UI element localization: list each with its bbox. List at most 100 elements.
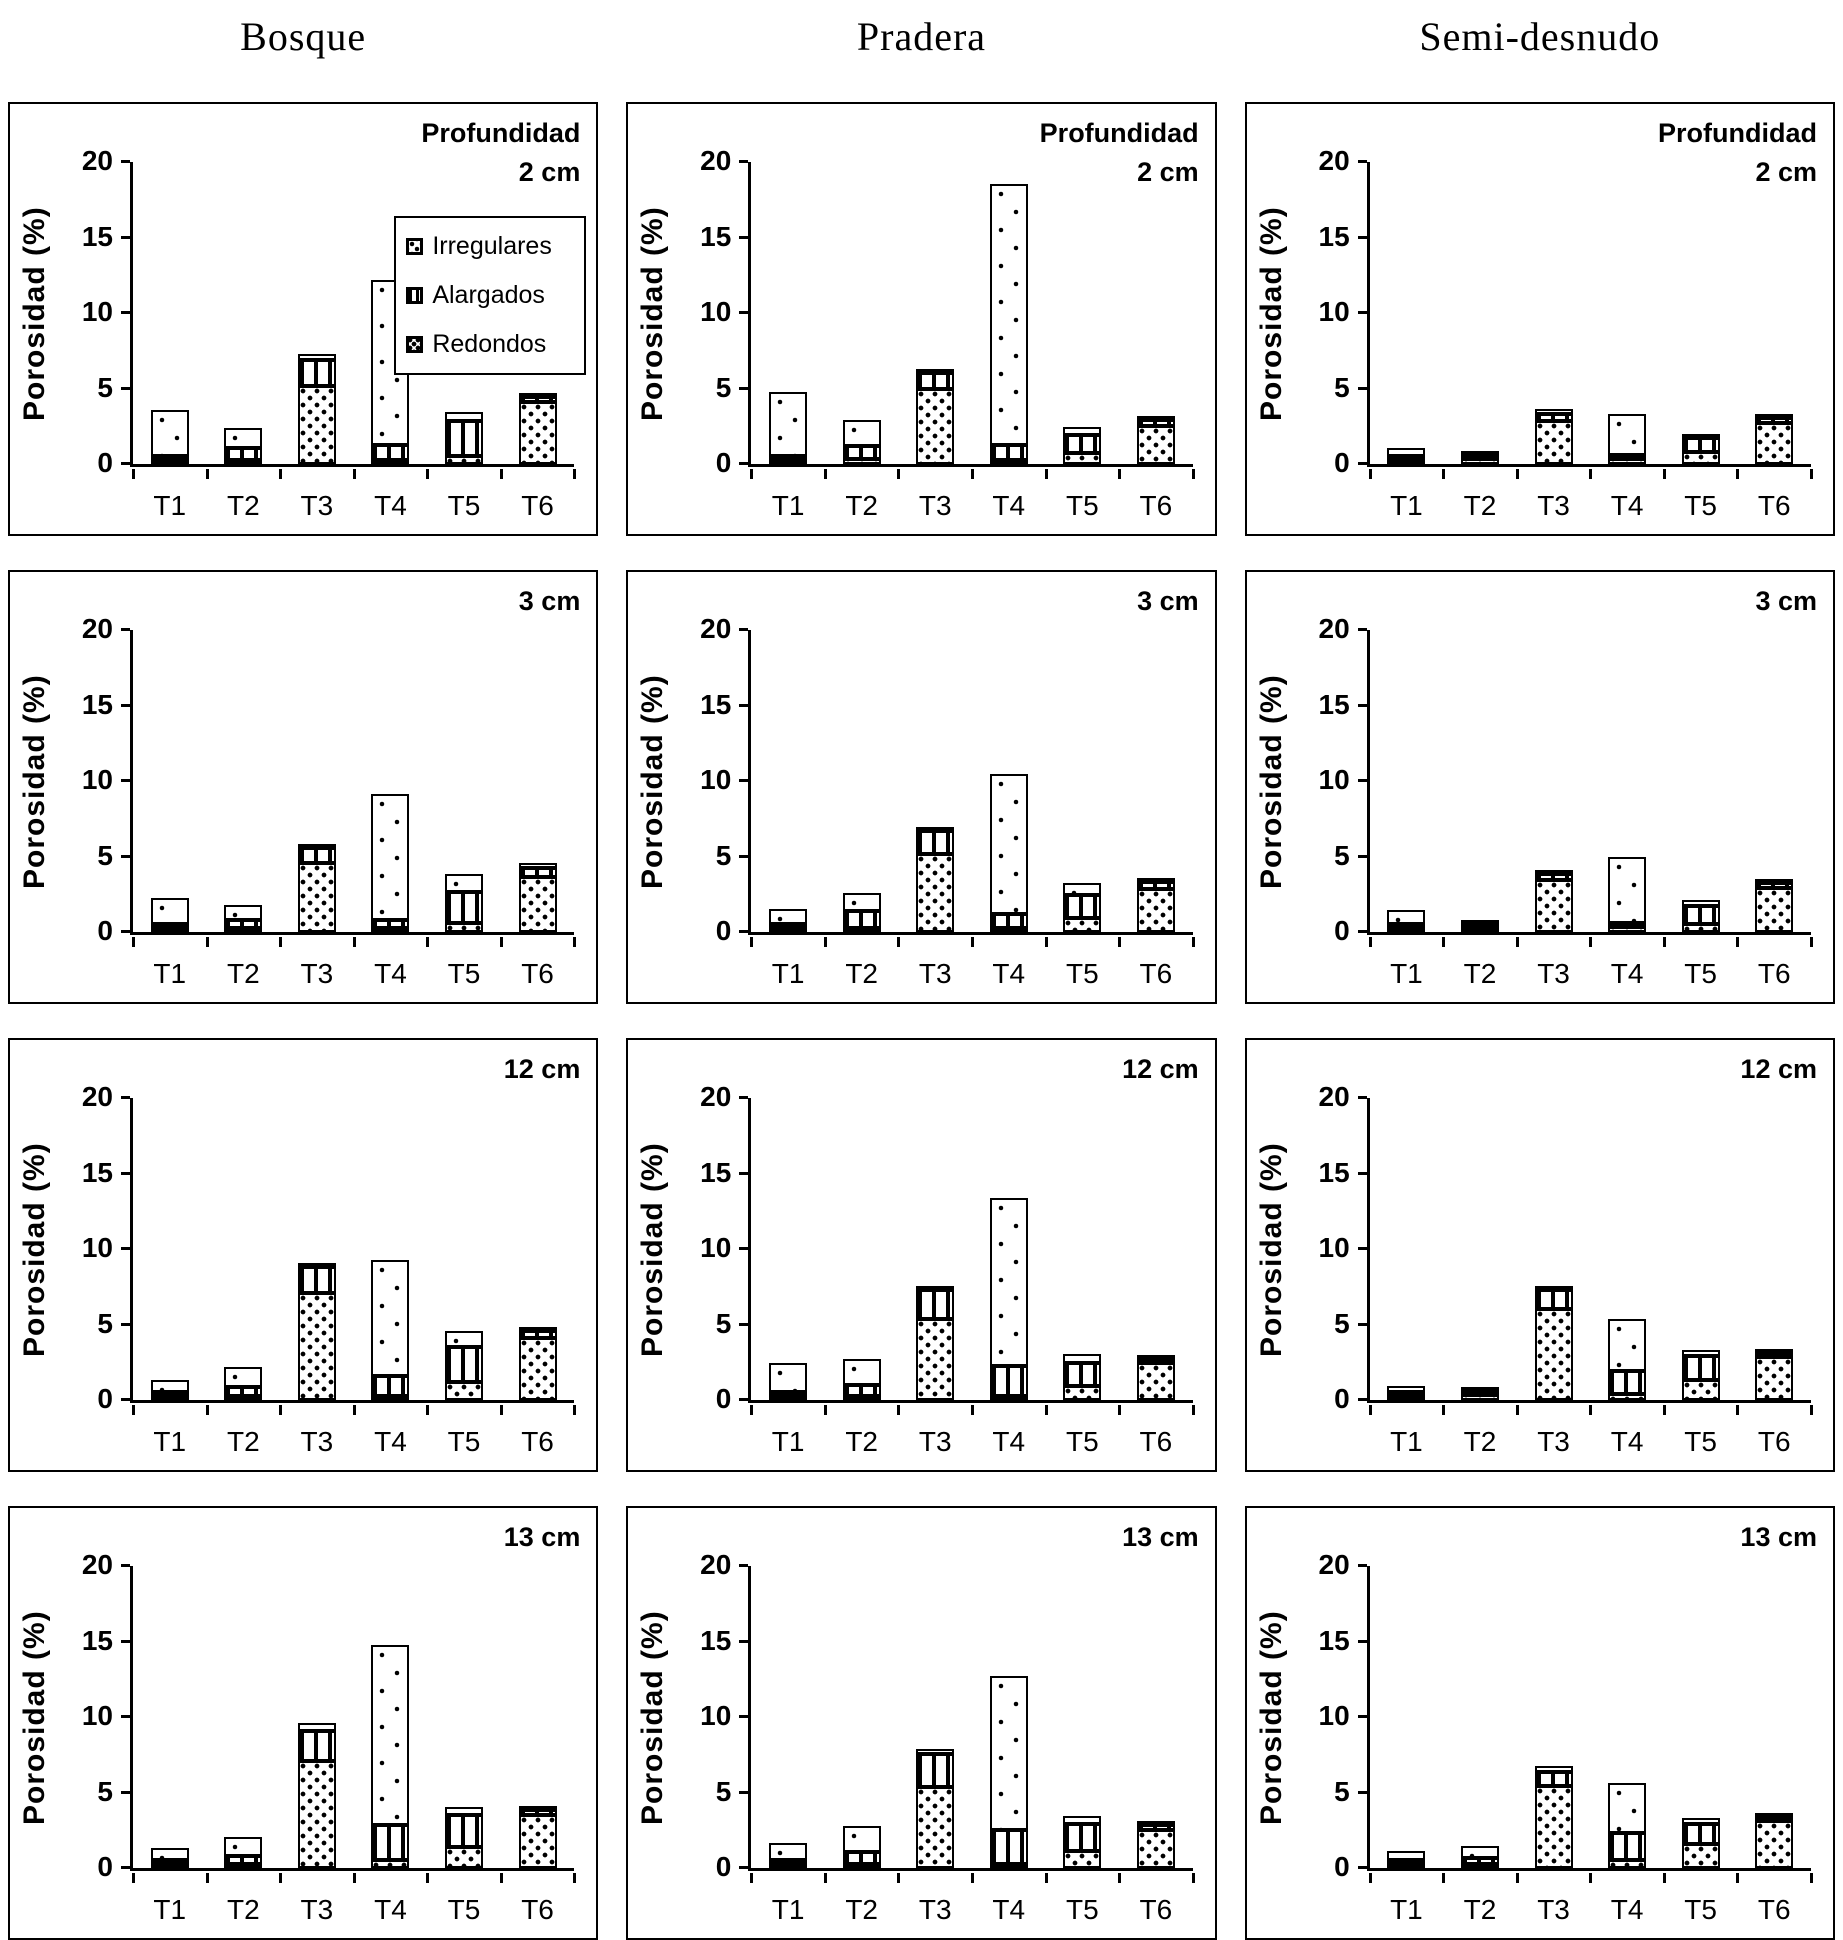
bar-segment-alargados	[224, 447, 263, 460]
x-tick	[1809, 937, 1813, 947]
x-tick	[205, 469, 209, 479]
y-tick	[121, 311, 130, 314]
y-tick-label: 10	[1318, 1232, 1350, 1263]
bar-segment-redondos	[989, 1396, 1028, 1400]
bar-segment-redondos	[916, 1787, 955, 1868]
plot-area: 0 5 10 15 20 T1 T2 T3 T4 T5 T6	[1319, 1081, 1813, 1457]
plot-area: 0 5 10 15 20 T1 T2 T3 T4 T5 T6	[700, 145, 1195, 521]
bar-segment-irregulares	[297, 1723, 336, 1731]
y-axis-title: Porosidad (%)	[636, 206, 670, 422]
y-tick-label: 10	[81, 1700, 113, 1731]
y-tick	[121, 1564, 130, 1567]
y-axis-title: Porosidad (%)	[636, 1610, 670, 1826]
bar-segment-redondos	[1063, 453, 1102, 464]
bar-T2	[1460, 1386, 1499, 1400]
x-category-label: T3	[918, 1894, 952, 1925]
x-category-label: T4	[1610, 958, 1644, 989]
bar-segment-irregulares	[297, 1262, 336, 1268]
y-tick-label: 20	[81, 613, 113, 644]
y-tick	[739, 1866, 749, 1869]
bar-segment-alargados	[769, 1860, 808, 1864]
y-tick	[1357, 235, 1367, 239]
bar-segment-alargados	[1387, 1860, 1426, 1864]
y-tick-label: 20	[700, 1081, 732, 1112]
bar-segment-redondos	[1681, 1380, 1720, 1400]
x-category-label: T6	[521, 1894, 554, 1925]
x-tick	[897, 469, 901, 479]
bar-segment-redondos	[371, 928, 410, 932]
x-category-label: T5	[1684, 1426, 1717, 1457]
legend-swatch-irregulares	[406, 238, 424, 255]
bar-segment-alargados	[769, 924, 808, 928]
y-tick-label: 5	[1334, 839, 1350, 871]
x-tick	[897, 1873, 901, 1883]
x-tick	[573, 937, 577, 947]
depth-label-line-2: 2 cm	[1137, 157, 1199, 188]
y-tick	[1357, 1398, 1367, 1401]
bar-T5	[444, 1807, 483, 1868]
bar-segment-irregulares	[1608, 413, 1647, 455]
bar-segment-redondos	[297, 1761, 336, 1868]
bar-segment-alargados	[1681, 906, 1720, 925]
bar-segment-redondos	[1460, 1864, 1499, 1868]
bar-segment-redondos	[371, 1396, 410, 1400]
x-category-label: T2	[845, 1894, 878, 1925]
bar-segment-irregulares	[1460, 920, 1499, 924]
bar-T6	[1755, 1812, 1794, 1868]
y-axis-title: Porosidad (%)	[636, 1142, 670, 1358]
bar-segment-irregulares	[150, 410, 189, 456]
bar-segment-redondos	[769, 1864, 808, 1868]
y-tick-label: 15	[1318, 688, 1350, 720]
bar-segment-redondos	[769, 1396, 808, 1400]
bar-segment-irregulares	[444, 412, 483, 422]
x-tick	[970, 469, 974, 479]
y-tick-label: 20	[1318, 1081, 1350, 1112]
x-category-label: T3	[918, 958, 952, 989]
y-tick	[1357, 160, 1367, 163]
bar-T2	[1460, 920, 1499, 932]
x-tick	[750, 1405, 754, 1415]
x-category-label: T3	[300, 490, 334, 521]
bar-segment-alargados	[1755, 883, 1794, 888]
x-tick	[970, 1873, 974, 1883]
bar-segment-redondos	[150, 928, 189, 932]
bar-T6	[1136, 877, 1175, 932]
depth-label-line-1: Profundidad	[421, 118, 581, 148]
bar-segment-alargados	[1460, 455, 1499, 460]
bar-T3	[1534, 1285, 1573, 1400]
bar-segment-alargados	[842, 1385, 881, 1396]
x-tick	[1368, 937, 1372, 947]
bar-T2	[224, 905, 263, 932]
y-tick-label: 0	[715, 915, 732, 946]
x-tick	[1191, 1873, 1195, 1883]
x-tick	[1442, 1405, 1446, 1415]
x-tick	[352, 937, 356, 947]
bar-segment-irregulares	[1755, 1349, 1794, 1354]
depth-label-line-1: Profundidad	[1039, 118, 1199, 148]
x-tick	[1191, 937, 1195, 947]
bar-T5	[444, 874, 483, 932]
y-tick	[739, 1715, 749, 1718]
x-tick	[1662, 1405, 1666, 1415]
bar-segment-alargados	[1681, 1823, 1720, 1844]
y-tick	[739, 311, 749, 314]
bar-segment-redondos	[1608, 1860, 1647, 1868]
y-tick	[1357, 386, 1367, 390]
x-tick	[1662, 1873, 1666, 1883]
bar-segment-redondos	[297, 1293, 336, 1400]
y-tick	[1357, 1639, 1367, 1643]
y-tick	[1357, 1715, 1367, 1718]
depth-label: 12 cm	[1122, 1050, 1199, 1089]
x-tick	[897, 1405, 901, 1415]
depth-label: 13 cm	[1740, 1518, 1817, 1557]
bar-segment-redondos	[1608, 459, 1647, 464]
y-tick	[121, 1639, 130, 1643]
x-tick	[352, 1873, 356, 1883]
y-tick	[739, 462, 749, 465]
y-tick-label: 10	[81, 764, 113, 795]
bar-segment-redondos	[842, 928, 881, 932]
bar-T3	[1534, 409, 1573, 464]
x-category-label: T1	[153, 1426, 187, 1457]
depth-label-line-1: Profundidad	[1658, 118, 1817, 148]
bar-segment-alargados	[916, 831, 955, 855]
